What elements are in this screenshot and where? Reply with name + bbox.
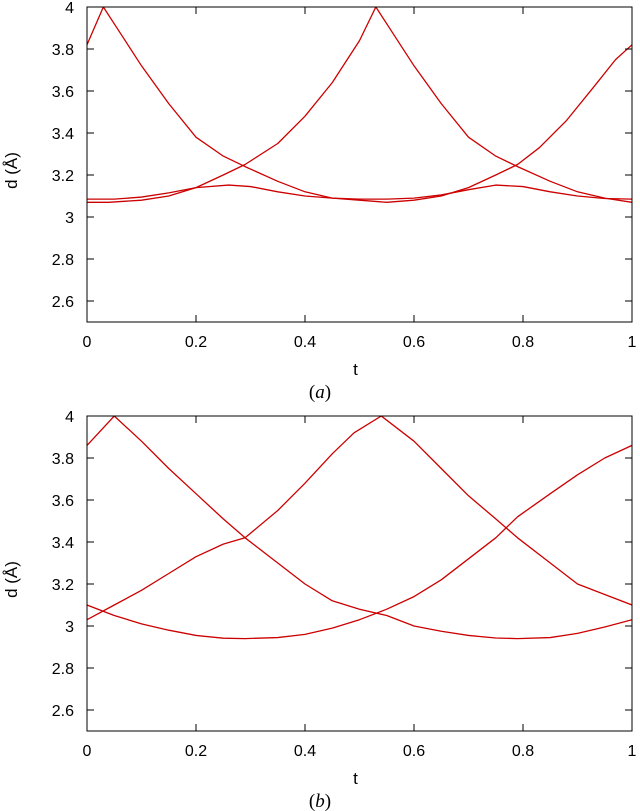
y-tick-label: 3.2 [52, 168, 74, 185]
series-line-1 [87, 444, 632, 640]
y-tick-label: 2.8 [52, 661, 74, 678]
y-tick-label: 3 [65, 210, 74, 227]
x-tick-label: 0 [83, 743, 92, 760]
chart-panel-a: 0 0.2 0.4 0.6 0.8 1 2.6 2.8 3 3.2 3.4 3.6 3.8 4 t d (Å) [2, 0, 637, 379]
series-line-1 [87, 7, 632, 203]
x-axis-label: t [353, 769, 358, 788]
y-tick-label: 3.6 [52, 493, 74, 510]
y-tick-label: 3.2 [52, 577, 74, 594]
caption-b: (b) [309, 791, 331, 811]
chart-panel-b: 0 0.2 0.4 0.6 0.8 1 2.6 2.8 3 3.2 3.4 3.6 3.8 4 t d (Å) [2, 409, 637, 788]
y-tick-label: 3 [65, 619, 74, 636]
series-line-2 [87, 416, 632, 621]
x-tick-label: 0.8 [512, 743, 534, 760]
y-tick-label: 4 [65, 409, 74, 426]
y-tick-label: 2.6 [52, 294, 74, 311]
y-tick-label: 2.8 [52, 252, 74, 269]
x-tick-label: 0.6 [403, 743, 425, 760]
x-tick-label: 0.8 [512, 334, 534, 351]
y-axis-label: d (Å) [2, 561, 21, 598]
x-tick-label: 0 [83, 334, 92, 351]
y-tick-label: 3.8 [52, 42, 74, 59]
y-tick-label: 3.4 [52, 535, 74, 552]
x-tick-label: 0.2 [185, 334, 207, 351]
x-tick-label: 1 [628, 743, 637, 760]
y-tick-label: 3.8 [52, 451, 74, 468]
y-tick-label: 3.4 [52, 126, 74, 143]
y-tick-label: 2.6 [52, 703, 74, 720]
x-tick-label: 0.4 [294, 334, 316, 351]
plot-frame [86, 6, 633, 323]
caption-a: (a) [309, 382, 331, 403]
y-tick-label: 4 [65, 0, 74, 17]
plot-frame [86, 415, 633, 732]
x-axis-label: t [353, 360, 358, 379]
y-tick-label: 3.6 [52, 84, 74, 101]
x-tick-label: 1 [628, 334, 637, 351]
series-line-3 [87, 184, 632, 200]
series-line-2 [87, 7, 632, 203]
x-tick-label: 0.4 [294, 743, 316, 760]
series-line-3 [87, 416, 632, 640]
y-axis-label: d (Å) [2, 152, 21, 189]
x-tick-label: 0.6 [403, 334, 425, 351]
x-tick-label: 0.2 [185, 743, 207, 760]
